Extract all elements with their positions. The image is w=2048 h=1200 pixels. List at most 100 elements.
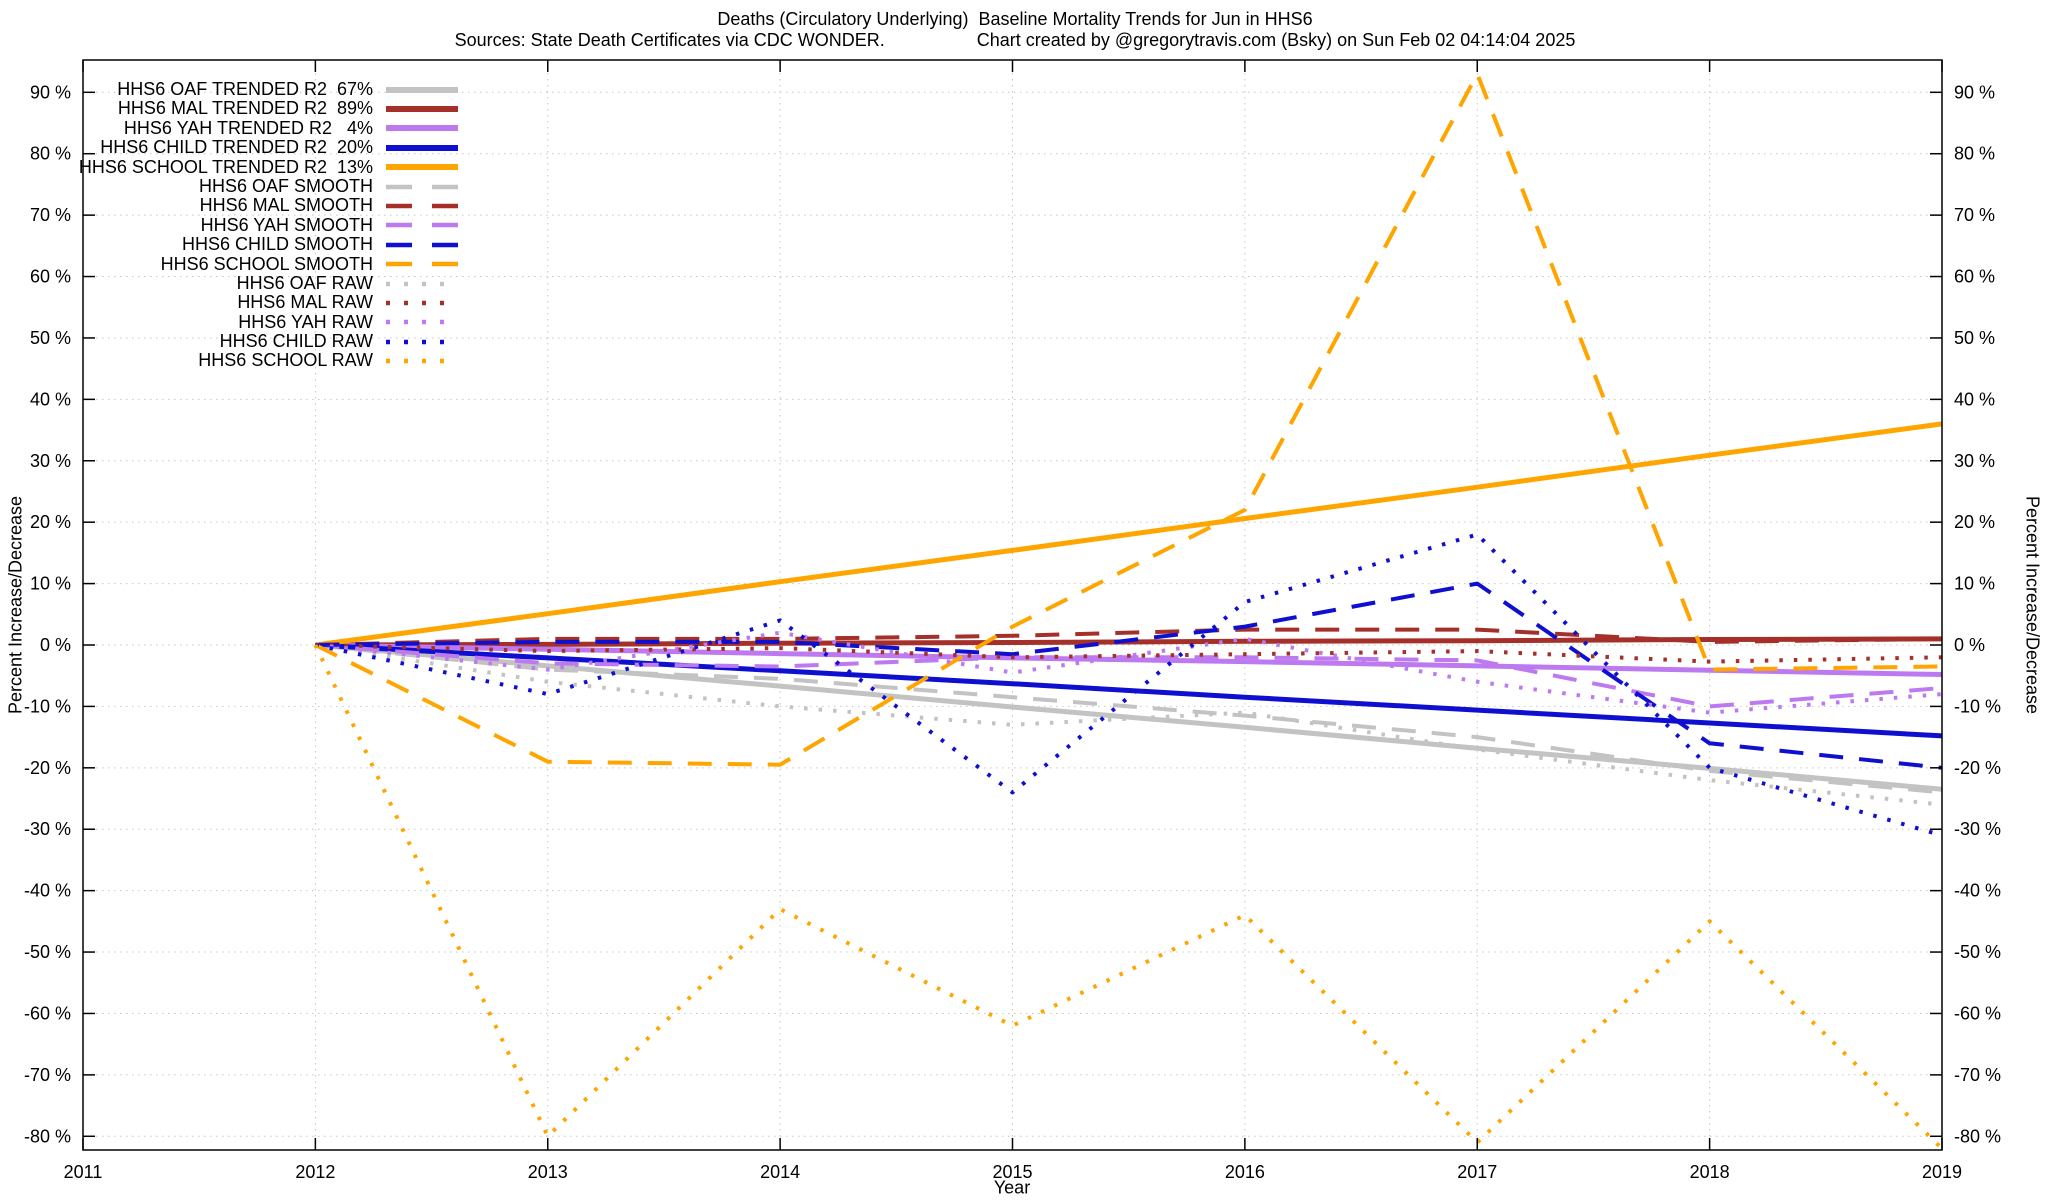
y-tick-label-left: 70 % — [30, 205, 71, 225]
x-tick-label: 2013 — [528, 1162, 568, 1182]
legend-line-sample — [386, 86, 458, 93]
y-tick-label-left: -70 % — [24, 1065, 71, 1085]
x-tick-label: 2016 — [1225, 1162, 1265, 1182]
y-tick-label-right: -80 % — [1954, 1126, 2001, 1146]
chart-title: Deaths (Circulatory Underlying) Baseline… — [717, 9, 1313, 29]
legend-line-sample — [386, 125, 458, 132]
legend-row: HHS6 CHILD TRENDED R2 20% — [0, 137, 458, 157]
legend-label: HHS6 MAL TRENDED R2 89% — [117, 98, 373, 119]
series-line-hhs6-child-raw — [314, 532, 1943, 838]
x-tick-label: 2011 — [64, 1162, 103, 1182]
y-tick-label-left: -20 % — [24, 758, 71, 778]
series-line-hhs6-school-raw — [313, 644, 1944, 1151]
y-tick-label-left: -50 % — [24, 942, 71, 962]
y-tick-label-right: 0 % — [1954, 635, 1985, 655]
legend-row: HHS6 MAL TRENDED R2 89% — [0, 98, 458, 119]
y-tick-label-right: -40 % — [1954, 881, 2001, 901]
legend-label: HHS6 OAF SMOOTH — [198, 175, 373, 196]
legend-row: HHS6 MAL RAW — [0, 292, 458, 312]
x-tick-label: 2019 — [1922, 1162, 1962, 1182]
chart-subtitle: Sources: State Death Certificates via CD… — [455, 30, 1576, 51]
legend-label: HHS6 MAL SMOOTH — [199, 195, 373, 216]
legend-row: HHS6 CHILD SMOOTH — [0, 234, 458, 255]
y-tick-label-right: -70 % — [1954, 1065, 2001, 1085]
legend-label: HHS6 CHILD SMOOTH — [181, 234, 373, 255]
y-axis-label-right: Percent Increase/Decrease — [2022, 495, 2043, 715]
x-tick-label: 2015 — [992, 1162, 1032, 1182]
series-line-hhs6-oaf-raw — [315, 643, 1943, 807]
legend-label: HHS6 YAH TRENDED R2 4% — [123, 117, 373, 138]
legend-label: HHS6 OAF RAW — [236, 272, 373, 293]
y-tick-label-right: -60 % — [1954, 1003, 2001, 1023]
y-tick-label-right: 10 % — [1954, 574, 1995, 594]
y-tick-label-right: -20 % — [1954, 758, 2001, 778]
y-tick-label-right: 70 % — [1954, 205, 1995, 225]
legend-row: HHS6 OAF TRENDED R2 67% — [0, 79, 458, 99]
x-tick-label: 2014 — [760, 1162, 800, 1182]
y-tick-label-right: -10 % — [1954, 696, 2001, 716]
legend-row: HHS6 OAF RAW — [0, 272, 458, 293]
series-line-hhs6-oaf-smooth — [315, 643, 1943, 795]
y-tick-label-left: 80 % — [30, 144, 71, 164]
series-line-hhs6-child-trended — [315, 642, 1943, 739]
legend-line-sample — [386, 242, 458, 248]
legend-row: HHS6 SCHOOL TRENDED R2 13% — [0, 156, 458, 177]
series-line-hhs6-mal-smooth — [315, 627, 1943, 647]
legend-row: HHS6 SCHOOL RAW — [0, 351, 458, 370]
y-tick-label-left: 50 % — [30, 328, 71, 348]
legend-label: HHS6 OAF TRENDED R2 67% — [117, 79, 373, 99]
x-tick-label: 2017 — [1457, 1162, 1497, 1182]
legend-row: HHS6 YAH RAW — [0, 311, 458, 332]
chart-sources: Sources: State Death Certificates via CD… — [454, 30, 885, 50]
y-tick-label-right: -30 % — [1954, 819, 2001, 839]
legend-row: HHS6 MAL SMOOTH — [0, 195, 458, 216]
y-tick-label-left: 40 % — [30, 389, 71, 409]
y-tick-label-left: -60 % — [24, 1003, 71, 1023]
legend-row: HHS6 CHILD RAW — [0, 331, 458, 352]
y-tick-label-right: 50 % — [1954, 328, 1995, 348]
y-tick-label-left: 30 % — [30, 451, 71, 471]
legend-label: HHS6 YAH SMOOTH — [200, 214, 373, 235]
legend: HHS6 OAF TRENDED R2 67% HHS6 MAL TRENDED … — [0, 79, 458, 371]
series-line-hhs6-mal-raw — [315, 643, 1943, 664]
y-tick-label-right: 60 % — [1954, 267, 1995, 287]
legend-line-sample — [386, 281, 458, 286]
legend-line-sample — [386, 261, 458, 267]
legend-label: HHS6 SCHOOL TRENDED R2 13% — [78, 156, 373, 177]
y-axis-label-left: Percent Increase/Decrease — [5, 495, 26, 715]
legend-label: HHS6 CHILD RAW — [219, 331, 373, 352]
y-tick-label-left: -30 % — [24, 819, 71, 839]
y-tick-label-right: 80 % — [1954, 144, 1995, 164]
legend-row: HHS6 YAH SMOOTH — [0, 214, 458, 235]
y-tick-label-left: -10 % — [24, 696, 71, 716]
legend-line-sample — [386, 300, 458, 306]
legend-line-sample — [386, 339, 458, 345]
legend-label: HHS6 YAH RAW — [238, 311, 373, 332]
chart-credit: Chart created by @gregorytravis.com (Bsk… — [976, 30, 1576, 50]
y-tick-label-right: 40 % — [1954, 389, 1995, 409]
series-line-hhs6-school-smooth — [314, 71, 1943, 767]
legend-row: HHS6 OAF SMOOTH — [0, 175, 458, 196]
legend-row: HHS6 SCHOOL SMOOTH — [0, 253, 458, 274]
y-tick-label-left: 90 % — [30, 82, 71, 102]
legend-line-sample — [386, 106, 458, 113]
y-tick-label-right: 90 % — [1954, 82, 1995, 102]
x-tick-label: 2012 — [295, 1162, 335, 1182]
legend-line-sample — [386, 358, 458, 364]
y-tick-label-left: 60 % — [30, 267, 71, 287]
y-tick-label-left: 10 % — [30, 574, 71, 594]
legend-line-sample — [386, 144, 458, 151]
series-line-hhs6-yah-trended — [315, 642, 1943, 677]
y-tick-label-left: -80 % — [24, 1126, 71, 1146]
legend-label: HHS6 SCHOOL RAW — [198, 350, 373, 371]
legend-line-sample — [386, 184, 458, 189]
y-tick-label-left: -40 % — [24, 881, 71, 901]
x-tick-label: 2018 — [1690, 1162, 1730, 1182]
legend-line-sample — [386, 203, 458, 209]
y-tick-label-left: 20 % — [30, 512, 71, 532]
legend-row: HHS6 YAH TRENDED R2 4% — [0, 117, 458, 138]
legend-label: HHS6 SCHOOL SMOOTH — [160, 253, 373, 274]
legend-line-sample — [386, 164, 458, 171]
